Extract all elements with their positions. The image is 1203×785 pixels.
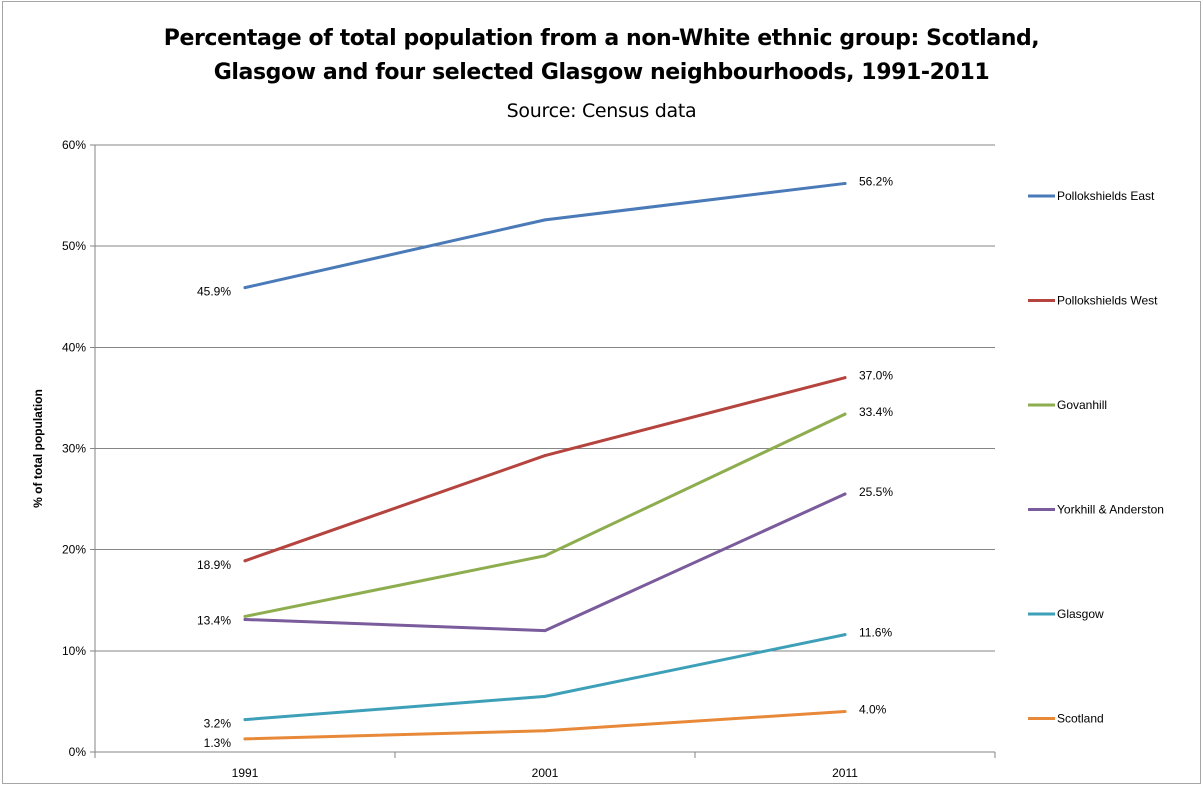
legend-label: Pollokshields East: [1057, 189, 1155, 203]
data-label: 56.2%: [859, 174, 893, 188]
chart-subtitle: Source: Census data: [506, 100, 697, 122]
data-point: [543, 554, 547, 558]
data-label: 45.9%: [197, 285, 231, 299]
data-label: 37.0%: [859, 369, 893, 383]
y-tick-label: 30%: [62, 442, 86, 456]
data-point: [543, 218, 547, 222]
data-label: 18.9%: [197, 558, 231, 572]
data-point: [843, 376, 847, 380]
x-tick-label: 1991: [232, 766, 259, 780]
data-label: 1.3%: [204, 736, 232, 750]
data-label: 11.6%: [859, 626, 892, 640]
legend-label: Yorkhill & Anderston: [1057, 503, 1164, 517]
series-line-2: [243, 376, 847, 563]
data-point: [843, 181, 847, 185]
chart-title-line-1: Percentage of total population from a no…: [163, 26, 1040, 51]
y-tick-label: 20%: [62, 543, 86, 557]
data-point: [543, 629, 547, 633]
data-point: [843, 492, 847, 496]
data-point: [243, 614, 247, 618]
series-line-6: [243, 710, 847, 741]
data-label: 13.4%: [197, 613, 231, 627]
data-point: [843, 710, 847, 714]
x-tick-label: 2001: [532, 766, 559, 780]
chart-title: Percentage of total population from a no…: [0, 22, 1203, 90]
data-label: 4.0%: [859, 703, 887, 717]
data-label: 33.4%: [859, 405, 893, 419]
legend-label: Pollokshields West: [1057, 294, 1158, 308]
y-tick-label: 60%: [62, 138, 86, 152]
data-point: [243, 718, 247, 722]
data-point: [543, 729, 547, 733]
series-line-1: [243, 181, 847, 290]
legend-label: Glasgow: [1057, 607, 1104, 621]
data-point: [243, 617, 247, 621]
data-point: [543, 694, 547, 698]
x-tick-label: 2011: [832, 766, 858, 780]
data-point: [243, 737, 247, 741]
data-point: [843, 412, 847, 416]
data-label: 3.2%: [204, 717, 232, 731]
chart-title-line-2: Glasgow and four selected Glasgow neighb…: [213, 60, 990, 85]
y-tick-label: 50%: [62, 239, 86, 253]
series-line-3: [243, 412, 847, 618]
data-label: 25.5%: [859, 485, 893, 499]
series-line-5: [243, 633, 847, 722]
y-tick-label: 0%: [69, 745, 87, 759]
legend-label: Govanhill: [1057, 398, 1107, 412]
data-point: [243, 559, 247, 563]
y-tick-label: 10%: [62, 644, 86, 658]
data-point: [543, 454, 547, 458]
y-tick-label: 40%: [62, 340, 86, 354]
data-point: [243, 286, 247, 290]
y-axis-title: % of total population: [31, 389, 45, 508]
legend-label: Scotland: [1057, 712, 1104, 726]
series-line-4: [243, 492, 847, 633]
data-point: [843, 633, 847, 637]
